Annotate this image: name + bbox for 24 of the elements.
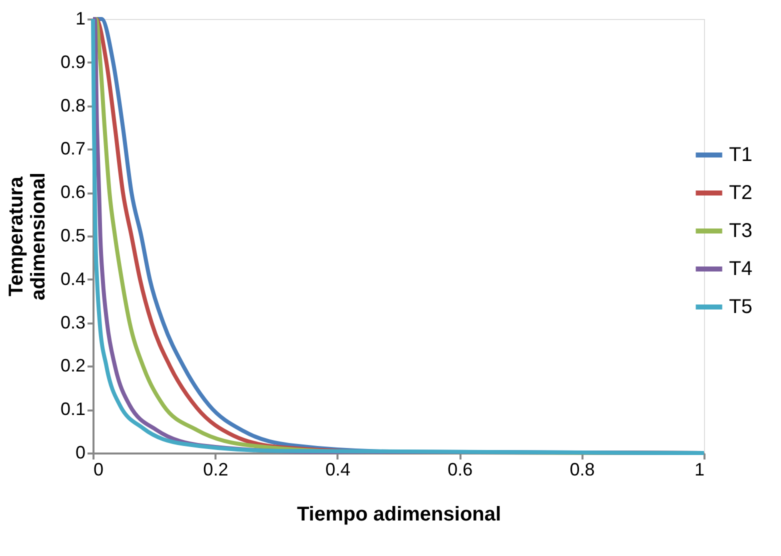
x-tick-label: 0.4: [325, 460, 350, 480]
y-tick-label: 0.6: [60, 182, 86, 202]
x-tick-label: 1: [694, 460, 704, 480]
y-tick-label: 0.1: [60, 399, 86, 420]
y-tick-label: 0.7: [60, 138, 86, 159]
y-tick-label: 0: [75, 442, 86, 462]
legend-label: T5: [729, 296, 752, 318]
y-tick-label: 1: [75, 8, 86, 28]
y-tick-label: 0.3: [60, 312, 86, 332]
y-axis-title: Temperatura adimensional: [5, 172, 50, 300]
y-tick-label: 0.2: [60, 356, 86, 376]
y-tick-label: 0.9: [60, 52, 86, 72]
y-tick-label: 0.5: [60, 226, 86, 246]
x-axis-title: Tiempo adimensional: [296, 504, 502, 526]
x-tick-label: 0.2: [203, 460, 228, 480]
y-tick-label: 0.4: [60, 268, 86, 289]
y-tick-label: 0.8: [60, 95, 86, 116]
legend-label: T4: [729, 258, 752, 280]
legend-label: T3: [729, 220, 752, 242]
x-tick-label: 0.8: [570, 460, 595, 480]
legend-label: T2: [729, 182, 752, 204]
x-tick-label: 0.6: [448, 460, 473, 480]
x-tick-label: 0: [94, 460, 104, 480]
legend-label: T1: [729, 144, 752, 166]
